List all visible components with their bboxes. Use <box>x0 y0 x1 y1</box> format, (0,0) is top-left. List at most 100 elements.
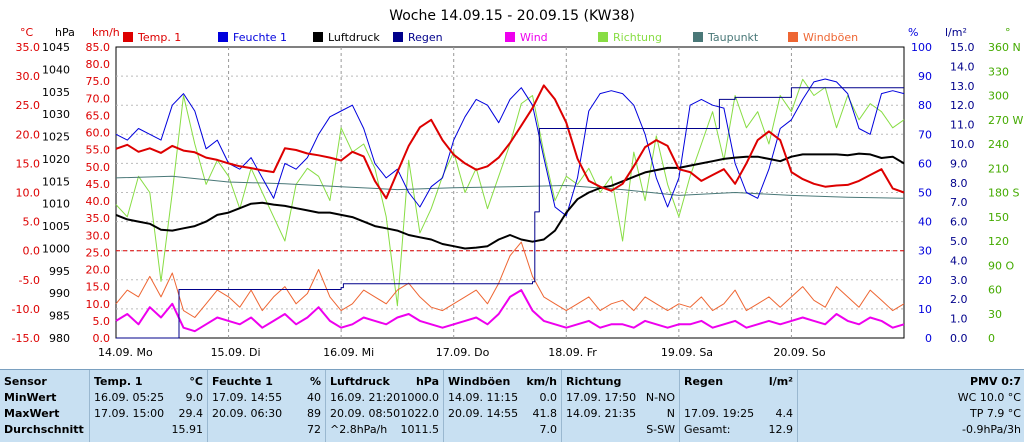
wind-tick-label: 40.0 <box>86 195 111 208</box>
series-line-luftdruck <box>115 152 905 250</box>
wind-tick-label: 20.0 <box>86 264 111 277</box>
stats-gusts-min-time: 14.09. 11:15 <box>448 391 519 404</box>
legend: Temp. 1 Feuchte 1 Luftdruck Regen Wind Richtu… <box>123 31 858 44</box>
humidity-tick-label: 50 <box>918 187 932 200</box>
rain-tick-label: 0.0 <box>950 332 968 345</box>
stats-gusts-avg: 7.0 <box>539 423 558 436</box>
stats-direction-header: Richtung <box>566 375 622 388</box>
x-tick-label: 19.09. Sa <box>661 346 713 359</box>
temp-tick-label: 30.0 <box>16 70 41 83</box>
temp-tick-label: 25.0 <box>16 99 41 112</box>
pressure-tick-label: 1030 <box>42 108 70 121</box>
stats-direction-avg: S-SW <box>646 423 675 436</box>
stats-gusts-max-value: 41.8 <box>532 407 558 420</box>
stats-pressure-min-value: 1000.0 <box>400 391 440 404</box>
direction-tick-label: 300 <box>988 90 1009 103</box>
stats-temp-min-time: 16.09. 05:25 <box>94 391 165 404</box>
wind-tick-label: 60.0 <box>86 127 111 140</box>
x-axis: 14.09. Mo 15.09. Di 16.09. Mi 17.09. Do 18.0… <box>98 346 826 359</box>
stats-gusts-header: Windböen <box>448 375 511 388</box>
stats-sensor-header: Sensor <box>4 375 47 388</box>
temp-tick-label: 5.0 <box>23 216 41 229</box>
direction-tick-label: 360 N <box>988 41 1021 54</box>
stats-temp-min-value: 9.0 <box>185 391 204 404</box>
stats-pmv-header: PMV 0:7 <box>969 375 1021 388</box>
pressure-tick-label: 1010 <box>42 198 70 211</box>
wind-tick-label: 85.0 <box>86 41 111 54</box>
series-line-regen <box>116 87 904 339</box>
stats-direction-min-time: 17.09. 17:50 <box>566 391 637 404</box>
legend-label: Windböen <box>803 31 858 44</box>
temp-tick-label: 10.0 <box>16 187 41 200</box>
pressure-tick-label: 1040 <box>42 63 70 76</box>
wind-tick-label: 15.0 <box>86 281 111 294</box>
humidity-tick-label: 40 <box>918 216 932 229</box>
stats-humidity-column: Feuchte 1% 17.09. 14:55 40 20.09. 06:30 89… <box>207 370 325 442</box>
stats-rain-max-value: 4.4 <box>775 407 794 420</box>
stats-pressure-avg: 1011.5 <box>400 423 440 436</box>
legend-swatch <box>123 32 133 42</box>
stats-direction-min-value: N-NO <box>645 391 675 404</box>
rain-tick-label: 8.0 <box>950 177 968 190</box>
plot-area <box>115 78 905 339</box>
direction-tick-label: 240 <box>988 138 1009 151</box>
wind-tick-label: 25.0 <box>86 246 111 259</box>
stats-pressure-trend: ^2.8hPa/h <box>330 423 388 436</box>
pressure-tick-label: 1045 <box>42 41 70 54</box>
direction-tick-label: 60 <box>988 284 1002 297</box>
stats-rain-total-value: 12.9 <box>768 423 794 436</box>
x-tick-label: 15.09. Di <box>211 346 261 359</box>
direction-tick-label: 210 <box>988 162 1009 175</box>
direction-tick-label: 90 O <box>988 259 1014 272</box>
weather-chart: Woche 14.09.15 - 20.09.15 (KW38) Temp. 1… <box>12 8 1024 359</box>
direction-axis-unit: ° <box>1005 26 1011 39</box>
legend-label: Richtung <box>613 31 662 44</box>
wind-tick-label: 30.0 <box>86 229 111 242</box>
legend-label: Temp. 1 <box>137 31 181 44</box>
legend-swatch <box>598 32 608 42</box>
legend-label: Taupunkt <box>707 31 759 44</box>
stats-pressure-max-value: 1022.0 <box>400 407 440 420</box>
wind-tick-label: 65.0 <box>86 109 111 122</box>
stats-pressure-column: Luftdruck hPa 16.09. 21:20 1000.0 20.09. 0… <box>325 370 443 442</box>
stats-pressure-min-time: 16.09. 21:20 <box>330 391 401 404</box>
temp-tick-label: 20.0 <box>16 128 41 141</box>
stats-rain-column: Regen l/m² 17.09. 19:25 4.4 Gesamt: 12.9 <box>679 370 797 442</box>
stats-pressure-max-time: 20.09. 08:50 <box>330 407 401 420</box>
series-line-windböen <box>115 241 905 318</box>
legend-swatch <box>218 32 228 42</box>
stats-humidity-header: Feuchte 1 <box>212 375 273 388</box>
stats-pressure-header: Luftdruck <box>330 375 390 388</box>
x-tick-label: 16.09. Mi <box>323 346 374 359</box>
rain-tick-label: 7.0 <box>950 196 968 209</box>
humidity-tick-label: 20 <box>918 274 932 287</box>
direction-tick-label: 180 S <box>988 187 1019 200</box>
wind-tick-label: 55.0 <box>86 144 111 157</box>
stats-gusts-max-time: 20.09. 14:55 <box>448 407 519 420</box>
x-tick-label: 14.09. Mo <box>98 346 153 359</box>
legend-swatch <box>393 32 403 42</box>
wind-tick-label: 80.0 <box>86 58 111 71</box>
rain-tick-label: 13.0 <box>950 80 975 93</box>
axes: °C 35.0 30.0 25.0 20.0 15.0 10.0 5.0 0.0 -5.0 -10.… <box>12 26 1024 345</box>
legend-label: Wind <box>520 31 548 44</box>
stats-pmv-windchill: WC 10.0 °C <box>957 391 1021 404</box>
direction-tick-label: 150 <box>988 211 1009 224</box>
series-line-taupunkt <box>115 175 905 199</box>
humidity-tick-label: 100 <box>911 41 932 54</box>
legend-label: Regen <box>408 31 443 44</box>
stats-gusts-min-value: 0.0 <box>539 391 558 404</box>
wind-tick-label: 70.0 <box>86 92 111 105</box>
rain-tick-label: 2.0 <box>950 293 968 306</box>
stats-direction-column: Richtung 17.09. 17:50 N-NO 14.09. 21:35 N … <box>561 370 679 442</box>
humidity-tick-label: 60 <box>918 157 932 170</box>
temp-tick-label: 15.0 <box>16 157 41 170</box>
stats-pmv-column: PMV 0:7 WC 10.0 °C TP 7.9 °C -0.9hPa/3h <box>797 370 1024 442</box>
rain-tick-label: 9.0 <box>950 157 968 170</box>
x-tick-label: 20.09. So <box>773 346 825 359</box>
direction-tick-label: 270 W <box>988 114 1023 127</box>
pressure-tick-label: 1020 <box>42 153 70 166</box>
legend-swatch <box>505 32 515 42</box>
stats-humidity-min-value: 40 <box>307 391 321 404</box>
humidity-tick-label: 0 <box>925 332 932 345</box>
